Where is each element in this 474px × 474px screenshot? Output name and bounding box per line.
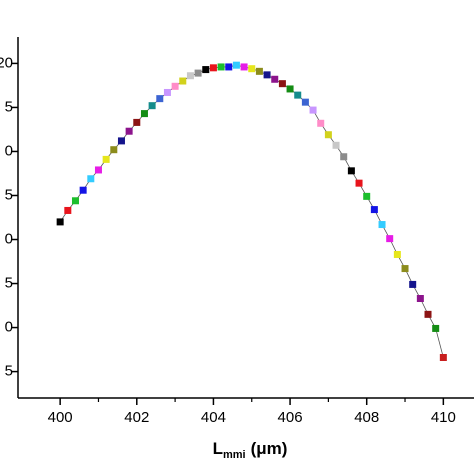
x-tick-label: 408	[354, 409, 379, 426]
connecting-line	[59, 64, 444, 358]
x-tick-label: 404	[201, 409, 226, 426]
point	[209, 64, 217, 72]
point	[363, 192, 371, 200]
point	[232, 61, 240, 69]
point	[217, 63, 225, 71]
y-tick-label: 5	[5, 275, 13, 292]
y-tick-label: 5	[5, 186, 13, 203]
point	[340, 153, 348, 161]
x-tick-label: 402	[124, 409, 149, 426]
point	[240, 63, 248, 71]
point	[386, 235, 394, 243]
point	[332, 141, 340, 149]
x-label-sub: mmi	[223, 449, 246, 461]
point	[255, 67, 263, 75]
point	[94, 166, 102, 174]
point	[87, 175, 95, 183]
point	[179, 77, 187, 85]
point	[370, 206, 378, 214]
point	[71, 197, 79, 205]
point	[202, 66, 210, 74]
point	[171, 82, 179, 90]
point	[317, 119, 325, 127]
point	[416, 295, 424, 303]
x-label-unit: (μm)	[251, 439, 288, 458]
point	[110, 146, 118, 154]
point	[393, 250, 401, 258]
point	[148, 102, 156, 110]
point	[286, 85, 294, 93]
x-tick-label: 410	[431, 409, 456, 426]
point	[424, 310, 432, 318]
point	[117, 137, 125, 145]
point	[56, 218, 64, 226]
point	[225, 63, 233, 71]
point	[278, 80, 286, 88]
point	[409, 280, 417, 288]
point	[133, 118, 141, 126]
point	[309, 106, 317, 114]
point	[401, 265, 409, 273]
point	[347, 167, 355, 175]
point	[355, 179, 363, 187]
y-tick-label: 0	[5, 319, 13, 336]
point	[163, 88, 171, 96]
point	[294, 91, 302, 99]
point	[248, 65, 256, 73]
point	[301, 98, 309, 106]
point	[140, 110, 148, 118]
point	[186, 72, 194, 80]
x-tick-label: 406	[278, 409, 303, 426]
point	[271, 75, 279, 83]
y-tick-label: 0	[5, 230, 13, 247]
point	[102, 155, 110, 163]
y-tick-label: 5	[5, 98, 13, 115]
y-tick-label: 5	[5, 363, 13, 380]
point	[194, 69, 202, 77]
point	[156, 95, 164, 103]
x-axis-label: Lmmi (μm)	[213, 439, 288, 460]
point	[125, 127, 133, 135]
point	[79, 186, 87, 194]
x-label-main: L	[213, 439, 223, 458]
point	[263, 71, 271, 79]
y-tick-label: 0	[5, 142, 13, 159]
x-tick-label: 400	[48, 409, 73, 426]
point	[64, 206, 72, 214]
point	[432, 324, 440, 332]
point	[324, 131, 332, 139]
point	[439, 353, 447, 361]
point	[378, 221, 386, 229]
y-tick-label: 20	[0, 54, 13, 71]
